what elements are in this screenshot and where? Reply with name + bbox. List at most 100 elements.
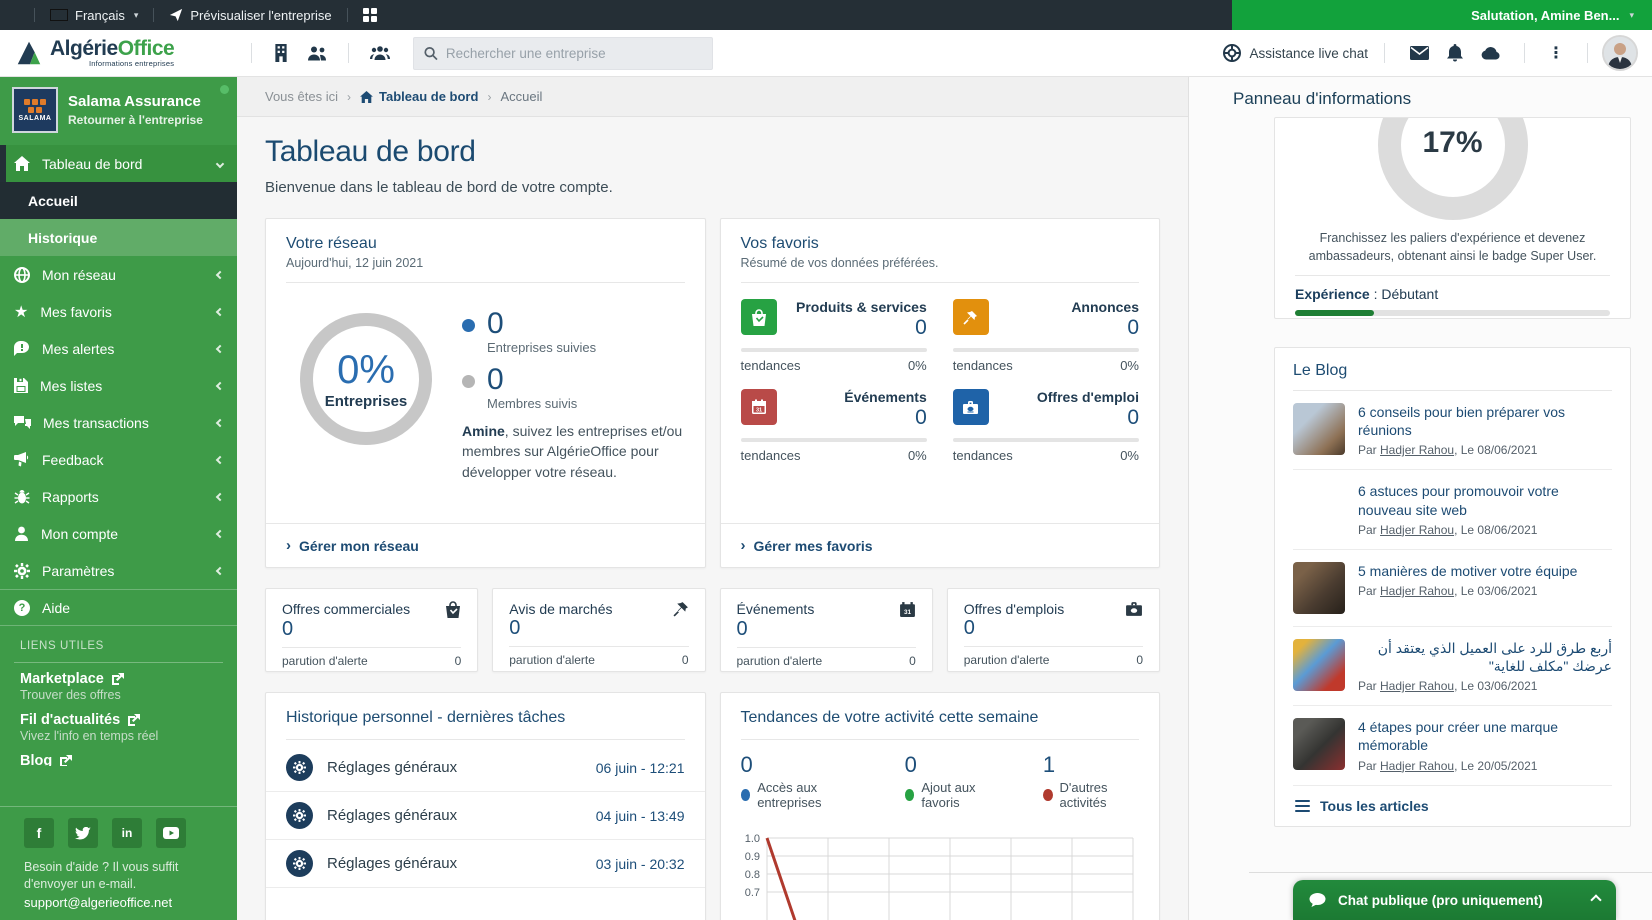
blog-article[interactable]: 6 conseils pour bien préparer vos réunio… [1293,391,1612,470]
author-link[interactable]: Hadjer Rahou [1380,679,1454,693]
network-card: Votre réseau Aujourd'hui, 12 juin 2021 0… [265,218,706,568]
favorite-tile-evenements[interactable]: 31 Événements0 tendances0% [741,389,927,463]
youtube-icon[interactable] [156,818,186,848]
author-link[interactable]: Hadjer Rahou [1380,523,1454,537]
legend-dot [1043,789,1053,801]
companies-icon[interactable] [264,44,298,62]
sidebar-item-mes-transactions[interactable]: Mes transactions [0,404,237,441]
french-flag-icon [50,9,68,21]
chevron-left-icon [216,307,224,315]
chevron-down-icon: ▾ [1629,10,1634,21]
stat-card-offres-commerciales[interactable]: Offres commerciales 0 parution d'alerte0 [265,588,478,672]
stat-card-avis-de-marches[interactable]: Avis de marchés 0 parution d'alerte0 [492,588,705,672]
groups-icon[interactable] [361,45,399,61]
network-donut: 0% Entreprises [300,313,432,445]
useful-links-title: LIENS UTILES [0,626,237,656]
chevron-right-icon: › [741,537,746,554]
language-label: Français [75,8,125,23]
blog-article[interactable]: 4 étapes pour créer une marque mémorable… [1293,706,1612,784]
hamburger-menu-icon[interactable] [10,9,25,21]
sidebar-item-tableau-de-bord[interactable]: Tableau de bord [0,145,237,182]
sidebar-item-mes-alertes[interactable]: Mes alertes [0,330,237,367]
megaphone-icon [14,452,30,467]
user-greeting-dropdown[interactable]: Salutation, Amine Ben... ▾ [1232,0,1652,30]
apps-grid-button[interactable] [357,0,383,30]
linkedin-icon[interactable]: in [112,818,142,848]
stat-entreprises-suivies: 0Entreprises suivies [462,307,685,355]
algerieoffice-logo-icon [14,38,44,68]
divider [347,8,348,22]
history-row[interactable]: Réglages généraux 04 juin - 13:49 [266,792,705,840]
author-link[interactable]: Hadjer Rahou [1380,584,1454,598]
author-link[interactable]: Hadjer Rahou [1380,443,1454,457]
chevron-left-icon [216,455,224,463]
messages-icon[interactable] [1401,46,1438,60]
experience-percentage: 17% [1275,126,1630,160]
language-selector[interactable]: Français ▾ [44,0,144,30]
link-blog[interactable]: Blog [20,753,217,766]
favorites-title: Vos favoris [741,235,1140,253]
members-icon[interactable] [298,45,336,62]
twitter-icon[interactable] [68,818,98,848]
chevron-left-icon [216,381,224,389]
article-thumbnail [1293,718,1345,770]
manage-network-link[interactable]: › Gérer mon réseau [266,523,705,567]
link-marketplace[interactable]: Marketplace Trouver des offres [20,671,217,702]
divider [348,43,349,63]
breadcrumb-accueil[interactable]: Accueil [500,89,542,104]
sidebar-item-mon-compte[interactable]: Mon compte [0,515,237,552]
cloud-icon[interactable] [1472,46,1510,60]
experience-level: Expérience : Débutant [1295,286,1610,302]
sidebar-item-feedback[interactable]: Feedback [0,441,237,478]
sidebar-item-mes-listes[interactable]: Mes listes [0,367,237,404]
chevron-up-icon [1590,894,1601,905]
stat-card-evenements[interactable]: Événements 31 0 parution d'alerte0 [720,588,933,672]
history-row[interactable]: Réglages généraux 06 juin - 12:21 [266,744,705,792]
gear-icon [286,802,313,829]
sidebar-item-mon-reseau[interactable]: Mon réseau [0,256,237,293]
divider [153,8,154,22]
all-articles-link[interactable]: Tous les articles [1293,785,1612,826]
more-options-kebab-icon[interactable]: ⋮ [1539,43,1573,63]
experience-progress-fill [1295,310,1374,316]
author-link[interactable]: Hadjer Rahou [1380,759,1454,773]
gear-icon [14,563,30,579]
favorite-tile-offres-emploi[interactable]: Offres d'emploi0 tendances0% [953,389,1139,463]
support-email-link[interactable]: support@algerieoffice.net [24,895,213,910]
star-icon: ★ [14,302,28,322]
blog-article[interactable]: 6 astuces pour promouvoir votre nouveau … [1293,470,1612,549]
back-to-company-link[interactable]: Retourner à l'entreprise [68,113,203,127]
favorite-tile-annonces[interactable]: Annonces0 tendances0% [953,299,1139,373]
favorite-tile-produits[interactable]: Produits & services0 tendances0% [741,299,927,373]
svg-text:31: 31 [755,408,761,414]
divider [1524,43,1525,63]
stat-membres-suivis: 0Membres suivis [462,363,685,411]
lifebuoy-icon [1223,44,1241,62]
greeting-label: Salutation, Amine Ben... [1471,8,1619,23]
sidebar-item-parametres[interactable]: Paramètres [0,552,237,589]
blog-article[interactable]: 5 manières de motiver votre équipe Par H… [1293,550,1612,627]
facebook-icon[interactable]: f [24,818,54,848]
stat-card-offres-emplois[interactable]: Offres d'emplois 0 parution d'alerte0 [947,588,1160,672]
breadcrumb-dashboard[interactable]: Tableau de bord [360,89,478,104]
search-input[interactable] [446,46,702,61]
link-fil-actualites[interactable]: Fil d'actualités Vivez l'info en temps r… [20,712,217,743]
sidebar-item-mes-favoris[interactable]: ★ Mes favoris [0,293,237,330]
legend-dot [741,789,751,801]
public-chat-toggle[interactable]: Chat publique (pro uniquement) [1293,880,1616,920]
sidebar-item-aide[interactable]: ? Aide [0,589,237,626]
preview-company-button[interactable]: Prévisualiser l'entreprise [163,0,337,30]
sidebar-item-accueil[interactable]: Accueil [0,182,237,219]
user-avatar[interactable] [1602,35,1638,71]
sidebar-item-historique[interactable]: Historique [0,219,237,256]
history-row[interactable]: Réglages généraux 03 juin - 20:32 [266,840,705,888]
assistance-live-chat-button[interactable]: Assistance live chat [1223,44,1368,62]
breadcrumb-separator: › [347,90,351,104]
trend-bar [741,348,927,352]
manage-favorites-link[interactable]: › Gérer mes favoris [721,523,1160,567]
sidebar-item-rapports[interactable]: Rapports [0,478,237,515]
blog-article[interactable]: أربع طرق للرد على العميل الذي يعتقد أن ع… [1293,627,1612,706]
brand-logo[interactable]: AlgérieOffice Informations entreprises [14,38,239,68]
notifications-bell-icon[interactable] [1438,44,1472,62]
chevron-left-icon [216,529,224,537]
